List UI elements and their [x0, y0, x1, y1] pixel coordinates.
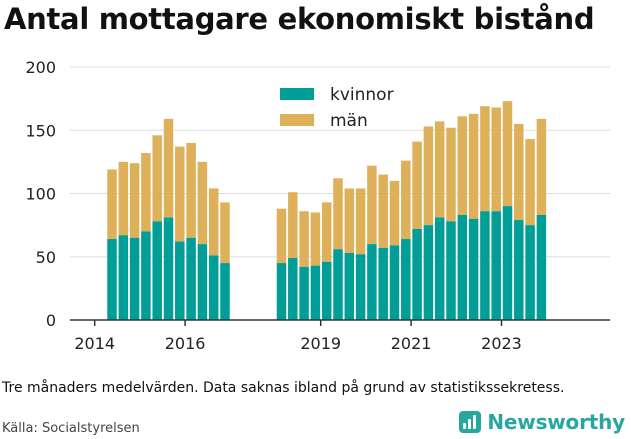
bar-kvinnor [310, 265, 321, 320]
bar-kvinnor [175, 241, 185, 320]
legend-swatch [280, 114, 314, 126]
bar-kvinnor [220, 263, 230, 320]
bar-man [389, 180, 400, 246]
bar-kvinnor [141, 231, 151, 320]
bar-kvinnor [514, 220, 524, 320]
bar-man [468, 113, 479, 219]
bar-man [378, 174, 388, 248]
bar-man [401, 160, 411, 240]
bar-man [514, 123, 524, 221]
bar-kvinnor [434, 217, 445, 320]
chart-caption: Tre månaders medelvärden. Data saknas ib… [2, 380, 565, 396]
bar-kvinnor [491, 211, 501, 320]
bar-kvinnor [401, 239, 411, 320]
y-tick-label: 100 [25, 185, 56, 204]
bar-man [152, 135, 162, 222]
bar-man [208, 188, 219, 256]
legend-label: män [330, 111, 368, 131]
bar-kvinnor [423, 225, 434, 320]
x-tick-label: 2023 [481, 334, 522, 353]
bar-kvinnor [502, 206, 513, 320]
bar-man [480, 106, 490, 212]
brand-name: Newsworthy [487, 410, 625, 434]
bar-kvinnor [288, 258, 298, 320]
bar-man [175, 146, 185, 242]
bar-man [457, 116, 468, 216]
bar-man [118, 161, 129, 236]
bar-kvinnor [197, 244, 208, 320]
bar-man [299, 211, 309, 267]
bar-man [525, 139, 535, 226]
bar-kvinnor [129, 237, 140, 320]
y-tick-label: 150 [25, 121, 56, 140]
bar-kvinnor [276, 263, 287, 320]
bar-man [321, 202, 332, 262]
bar-kvinnor [333, 249, 343, 320]
bar-man [491, 107, 501, 212]
bar-kvinnor [412, 228, 422, 320]
bar-kvinnor [208, 255, 219, 320]
bar-kvinnor [446, 221, 456, 320]
bar-kvinnor [186, 237, 196, 320]
bar-kvinnor [355, 254, 366, 320]
bar-man [536, 118, 547, 216]
bars [107, 101, 547, 320]
bar-man [141, 153, 151, 232]
y-tick-label: 50 [36, 248, 56, 267]
x-tick-label: 2021 [391, 334, 432, 353]
bar-kvinnor [468, 218, 479, 320]
bar-kvinnor [344, 252, 355, 320]
stacked-bar-chart: 0 50 100 150 200 2014 2016 2019 2021 2023 kvinno… [25, 58, 610, 353]
bar-man [344, 188, 355, 253]
bar-kvinnor [118, 235, 129, 320]
legend-swatch [280, 88, 314, 100]
bar-kvinnor [525, 225, 535, 320]
bar-kvinnor [536, 215, 547, 320]
bar-kvinnor [152, 221, 162, 320]
legend-label: kvinnor [330, 85, 394, 105]
legend: kvinnor män [280, 85, 394, 131]
bar-kvinnor [321, 261, 332, 320]
bar-kvinnor [378, 247, 388, 320]
bar-man [434, 121, 445, 218]
bar-man [220, 202, 230, 264]
bar-man [355, 188, 366, 255]
bar-man [502, 101, 513, 207]
x-tick-label: 2019 [300, 334, 341, 353]
source-note: Källa: Socialstyrelsen [2, 421, 140, 436]
bar-kvinnor [389, 245, 400, 320]
bar-man [186, 142, 196, 238]
bar-man [197, 161, 208, 245]
bar-kvinnor [163, 217, 174, 320]
bar-man [423, 126, 434, 226]
bar-kvinnor [457, 215, 468, 320]
y-tick-label: 0 [46, 311, 56, 330]
newsworthy-logo-icon [459, 411, 482, 433]
x-axis: 2014 2016 2019 2021 2023 [70, 319, 610, 353]
bar-man [129, 163, 140, 238]
page-title: Antal mottagare ekonomiskt bistånd [4, 2, 595, 36]
bar-man [310, 212, 321, 266]
bar-man [446, 127, 456, 222]
bar-kvinnor [367, 244, 377, 320]
x-tick-label: 2016 [165, 334, 206, 353]
bar-man [333, 178, 343, 250]
bar-kvinnor [480, 211, 490, 320]
y-axis-ticks: 0 50 100 150 200 [25, 58, 56, 330]
bar-man [276, 208, 287, 264]
bar-man [107, 169, 117, 240]
bar-man [412, 141, 422, 229]
brand-logo: Newsworthy [459, 410, 625, 434]
bar-kvinnor [299, 266, 309, 320]
y-tick-label: 200 [25, 58, 56, 77]
bar-kvinnor [107, 239, 117, 320]
bar-man [163, 118, 174, 218]
bar-man [288, 192, 298, 259]
x-tick-label: 2014 [74, 334, 115, 353]
bar-man [367, 165, 377, 245]
